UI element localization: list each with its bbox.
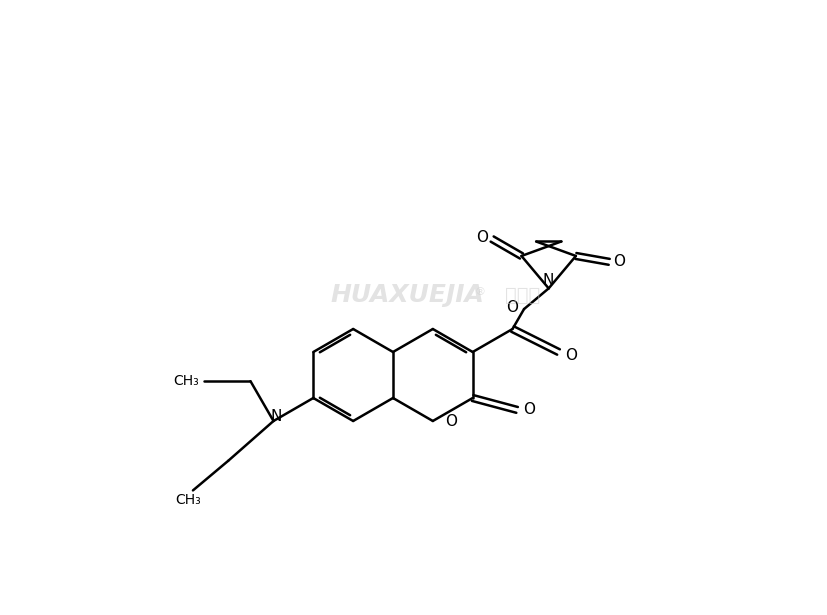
Text: CH₃: CH₃ bbox=[174, 493, 201, 507]
Text: O: O bbox=[476, 229, 488, 245]
Text: O: O bbox=[565, 347, 576, 362]
Text: ®: ® bbox=[474, 287, 485, 297]
Text: HUAXUEJIA: HUAXUEJIA bbox=[330, 283, 483, 307]
Text: N: N bbox=[270, 408, 282, 424]
Text: O: O bbox=[523, 402, 534, 418]
Text: O: O bbox=[613, 255, 624, 269]
Text: N: N bbox=[543, 273, 554, 288]
Text: O: O bbox=[505, 300, 518, 315]
Text: CH₃: CH₃ bbox=[174, 374, 199, 388]
Text: 化学加: 化学加 bbox=[504, 285, 539, 304]
Text: O: O bbox=[444, 413, 457, 429]
